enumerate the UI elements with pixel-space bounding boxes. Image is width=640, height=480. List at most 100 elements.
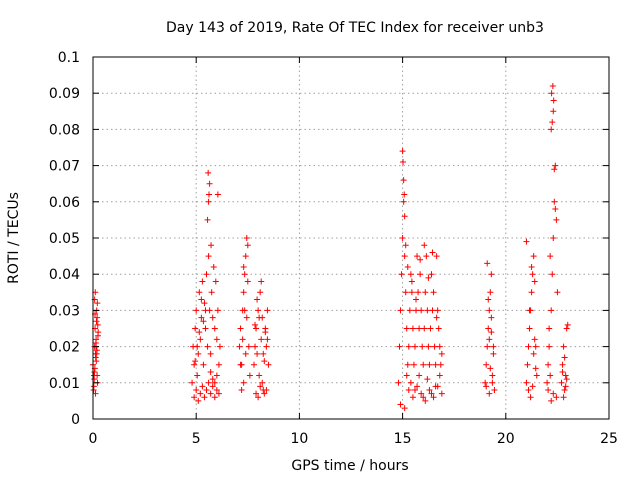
data-point: [397, 401, 404, 408]
data-point: [203, 271, 210, 278]
data-point: [258, 278, 265, 285]
data-point: [546, 343, 553, 350]
data-point: [198, 296, 205, 303]
data-point: [404, 361, 411, 368]
data-point: [548, 397, 555, 404]
y-tick-label: 0: [71, 412, 80, 428]
y-axis-tick-labels: 0 0.01 0.02 0.03 0.04 0.05 0.06 0.07 0.08 0.09 0.1: [49, 50, 80, 428]
data-point: [236, 343, 243, 350]
data-point: [215, 390, 222, 397]
data-point: [486, 390, 493, 397]
data-point: [549, 82, 556, 89]
data-point: [211, 394, 218, 401]
data-point: [525, 387, 532, 394]
data-point: [256, 372, 263, 379]
data-point: [411, 343, 418, 350]
data-point: [265, 361, 272, 368]
axis-ticks: [92, 56, 610, 420]
data-point: [430, 289, 437, 296]
data-point: [239, 336, 246, 343]
data-point: [548, 126, 555, 133]
data-point: [488, 329, 495, 336]
data-point: [189, 379, 196, 386]
data-point: [191, 394, 198, 401]
data-point: [564, 321, 571, 328]
data-point: [560, 394, 567, 401]
data-point: [261, 358, 268, 365]
data-point: [401, 405, 408, 412]
data-point: [205, 191, 212, 198]
data-point: [416, 325, 423, 332]
data-point: [195, 397, 202, 404]
data-point: [554, 289, 561, 296]
data-point: [209, 314, 216, 321]
data-point: [545, 387, 552, 394]
data-point: [563, 325, 570, 332]
data-point: [238, 387, 245, 394]
y-tick-label: 0.1: [58, 50, 80, 66]
data-point: [252, 343, 259, 350]
data-point: [529, 271, 536, 278]
data-point: [205, 169, 212, 176]
data-point: [491, 387, 498, 394]
data-point: [438, 390, 445, 397]
data-point: [484, 260, 491, 267]
data-point: [408, 278, 415, 285]
grid: [93, 57, 609, 419]
data-point: [424, 307, 431, 314]
data-point: [526, 325, 533, 332]
data-point: [524, 361, 531, 368]
data-point: [191, 361, 198, 368]
data-point: [559, 368, 566, 375]
data-point: [409, 325, 416, 332]
data-point: [414, 253, 421, 260]
data-point: [425, 343, 432, 350]
data-point: [257, 383, 264, 390]
data-point: [488, 314, 495, 321]
data-point: [410, 361, 417, 368]
data-point: [436, 343, 443, 350]
data-point: [486, 336, 493, 343]
data-point: [216, 343, 223, 350]
data-point: [432, 383, 439, 390]
data-point: [550, 235, 557, 241]
data-point: [208, 242, 215, 249]
data-point: [560, 343, 567, 350]
data-point: [209, 383, 216, 390]
data-point: [241, 307, 248, 314]
data-point: [483, 383, 490, 390]
data-point: [90, 383, 97, 390]
data-point: [417, 256, 424, 263]
data-point: [547, 253, 554, 260]
data-point: [532, 343, 539, 350]
data-point: [405, 387, 412, 394]
x-tick-label: 0: [89, 431, 98, 447]
data-point: [204, 343, 211, 350]
data-point: [483, 361, 490, 368]
x-tick-label: 25: [600, 431, 618, 447]
data-point: [490, 343, 497, 350]
data-point: [263, 343, 270, 350]
data-point: [396, 343, 403, 350]
data-point: [194, 343, 201, 350]
data-point: [93, 318, 100, 325]
data-point: [553, 216, 560, 223]
data-point: [401, 253, 408, 260]
data-point: [401, 213, 408, 220]
data-point: [489, 372, 496, 379]
data-point: [486, 307, 493, 314]
data-point: [93, 350, 100, 357]
data-point: [527, 394, 534, 401]
data-point: [418, 390, 425, 397]
data-point: [192, 325, 199, 332]
data-point: [206, 180, 213, 187]
data-point: [93, 358, 100, 365]
data-point: [549, 271, 556, 278]
data-point: [200, 318, 207, 325]
data-point: [417, 271, 424, 278]
y-tick-label: 0.07: [49, 159, 80, 175]
data-point: [430, 394, 437, 401]
data-point: [429, 307, 436, 314]
data-point: [530, 350, 537, 357]
